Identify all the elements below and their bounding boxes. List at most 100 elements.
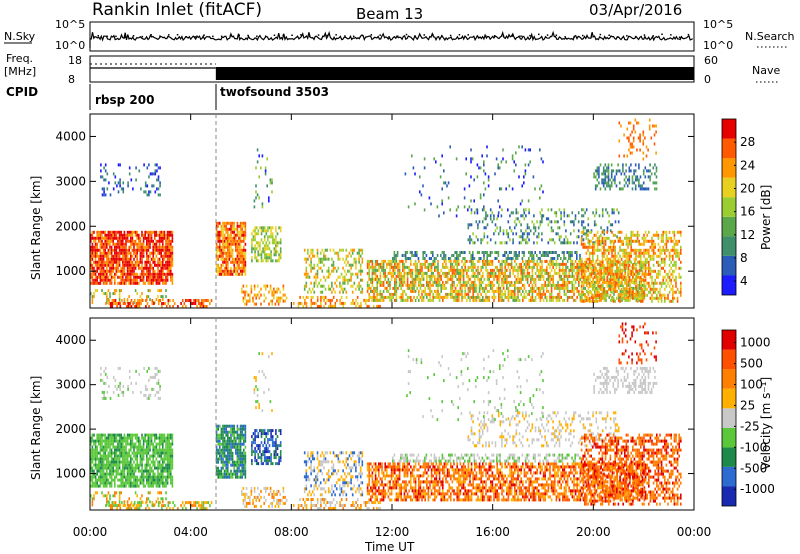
scatter-cell <box>539 298 542 302</box>
scatter-cell <box>574 298 577 302</box>
scatter-cell <box>324 301 327 305</box>
scatter-cell <box>117 190 120 194</box>
scatter-cell <box>102 263 105 267</box>
scatter-cell <box>552 229 554 233</box>
scatter-cell <box>94 257 97 261</box>
scatter-cell <box>648 266 650 270</box>
scatter-cell <box>665 272 668 276</box>
scatter-cell <box>247 293 249 297</box>
scatter-cell <box>233 263 235 267</box>
nsearch-point <box>115 35 117 38</box>
scatter-cell <box>606 293 608 297</box>
scatter-cell <box>646 233 648 237</box>
scatter-cell <box>507 235 510 239</box>
scatter-cell <box>472 268 474 272</box>
scatter-cell <box>163 254 166 258</box>
scatter-cell <box>222 230 224 234</box>
nsearch-point <box>379 34 381 36</box>
scatter-cell <box>106 269 108 273</box>
scatter-cell <box>400 277 402 281</box>
scatter-cell <box>102 260 105 264</box>
scatter-cell <box>580 239 583 243</box>
scatter-cell <box>620 257 623 261</box>
scatter-cell <box>478 289 481 293</box>
scatter-cell <box>491 262 494 266</box>
scatter-cell <box>271 259 274 263</box>
scatter-cell <box>483 208 486 212</box>
scatter-cell <box>518 286 521 290</box>
scatter-cell <box>651 287 653 291</box>
scatter-cell <box>611 277 614 281</box>
scatter-cell <box>131 242 134 246</box>
scatter-cell <box>102 281 105 285</box>
scatter-cell <box>445 262 447 266</box>
scatter-cell <box>504 251 506 254</box>
scatter-cell <box>254 229 256 233</box>
scatter-cell <box>512 271 514 275</box>
scatter-cell <box>118 245 121 249</box>
scatter-cell <box>635 298 638 302</box>
scatter-cell <box>595 211 598 215</box>
scatter-cell <box>421 277 423 281</box>
scatter-cell <box>432 295 434 299</box>
scatter-cell <box>607 184 610 188</box>
scatter-cell <box>264 172 267 176</box>
nsearch-point <box>590 36 593 38</box>
nsearch-point <box>432 34 434 36</box>
scatter-cell <box>646 187 648 191</box>
scatter-cell <box>622 290 624 294</box>
scatter-cell <box>326 275 328 279</box>
scatter-cell <box>101 230 103 234</box>
scatter-cell <box>472 259 474 263</box>
scatter-cell <box>526 226 529 230</box>
scatter-cell <box>253 293 256 297</box>
scatter-cell <box>629 268 631 272</box>
scatter-cell <box>162 263 164 267</box>
scatter-cell <box>475 268 478 272</box>
scatter-cell <box>668 257 671 261</box>
scatter-cell <box>114 260 116 264</box>
scatter-cell <box>557 292 559 296</box>
scatter-cell <box>147 236 150 240</box>
scatter-cell <box>616 275 618 279</box>
scatter-cell <box>558 208 561 212</box>
scatter-cell <box>358 281 360 285</box>
scatter-cell <box>537 226 540 230</box>
scatter-cell <box>156 178 158 182</box>
scatter-cell <box>470 175 472 179</box>
scatter-cell <box>662 266 664 270</box>
scatter-cell <box>337 266 340 270</box>
scatter-cell <box>675 260 677 264</box>
scatter-cell <box>149 269 151 273</box>
scatter-cell <box>549 292 551 296</box>
scatter-cell <box>156 169 158 173</box>
scatter-cell <box>260 253 263 257</box>
scatter-cell <box>147 272 150 276</box>
scatter-cell <box>265 247 268 251</box>
scatter-cell <box>107 257 110 261</box>
scatter-cell <box>523 271 526 275</box>
scatter-cell <box>422 271 425 275</box>
scatter-cell <box>662 275 664 279</box>
station-title: Rankin Inlet (fitACF) <box>92 0 262 20</box>
scatter-cell <box>406 257 408 260</box>
scatter-cell <box>319 278 322 282</box>
scatter-cell <box>531 268 534 272</box>
scatter-cell <box>324 248 327 252</box>
scatter-cell <box>156 163 158 167</box>
scatter-cell <box>91 251 94 255</box>
scatter-cell <box>158 230 161 234</box>
scatter-cell <box>667 236 669 240</box>
scatter-cell <box>568 251 570 254</box>
scatter-cell <box>120 257 122 261</box>
scatter-cell <box>112 187 115 191</box>
scatter-cell <box>488 298 490 302</box>
scatter-cell <box>610 172 613 176</box>
scatter-cell <box>538 277 540 281</box>
scatter-cell <box>638 265 641 269</box>
scatter-cell <box>379 277 382 281</box>
scatter-cell <box>160 239 162 243</box>
scatter-cell <box>528 226 530 230</box>
scatter-cell <box>620 296 623 300</box>
scatter-cell <box>233 260 235 264</box>
